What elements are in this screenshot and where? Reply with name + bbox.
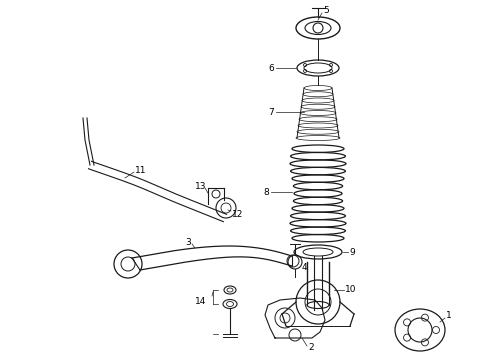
Text: 3: 3: [185, 238, 191, 247]
Text: 13: 13: [195, 181, 206, 190]
Text: 1: 1: [446, 311, 452, 320]
Text: 2: 2: [308, 343, 314, 352]
Text: 8: 8: [263, 188, 269, 197]
Text: 6: 6: [268, 63, 274, 72]
Text: 4: 4: [302, 264, 308, 273]
Text: 7: 7: [268, 108, 274, 117]
Text: 14: 14: [195, 297, 206, 306]
Text: 12: 12: [232, 210, 244, 219]
Text: 5: 5: [323, 5, 329, 14]
Text: 9: 9: [349, 248, 355, 257]
Text: 10: 10: [345, 285, 357, 294]
Text: 11: 11: [135, 166, 147, 175]
